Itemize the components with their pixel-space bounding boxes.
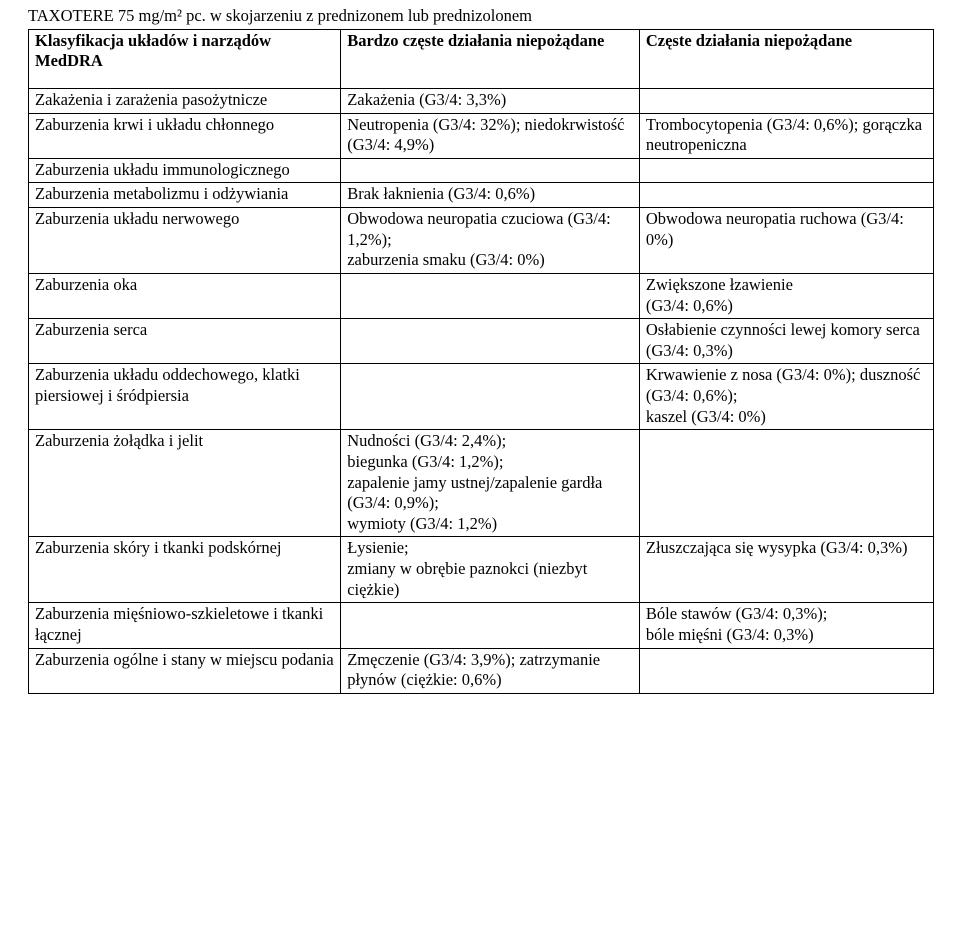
- very-common-cell: [341, 319, 640, 364]
- header-spacer: [639, 74, 933, 89]
- document-title: TAXOTERE 75 mg/m² pc. w skojarzeniu z pr…: [28, 6, 934, 27]
- row-label: Zaburzenia układu oddechowego, klatki pi…: [29, 364, 341, 430]
- common-cell: Krwawienie z nosa (G3/4: 0%); duszność (…: [639, 364, 933, 430]
- col-header-3: Częste działania niepożądane: [639, 29, 933, 74]
- table-row: Zaburzenia oka Zwiększone łzawienie(G3/4:…: [29, 273, 934, 318]
- common-cell: [639, 88, 933, 113]
- table-row: Zaburzenia układu oddechowego, klatki pi…: [29, 364, 934, 430]
- very-common-cell: [341, 273, 640, 318]
- table-row: Zakażenia i zarażenia pasożytniczeZakaże…: [29, 88, 934, 113]
- common-cell: Trombocytopenia (G3/4: 0,6%); gorączka n…: [639, 113, 933, 158]
- table-row: Zaburzenia metabolizmu i odżywianiaBrak …: [29, 183, 934, 208]
- common-cell: [639, 158, 933, 183]
- row-label: Zaburzenia układu nerwowego: [29, 208, 341, 274]
- very-common-cell: [341, 158, 640, 183]
- common-cell: [639, 648, 933, 693]
- table-row: Zaburzenia ogólne i stany w miejscu poda…: [29, 648, 934, 693]
- very-common-cell: Brak łaknienia (G3/4: 0,6%): [341, 183, 640, 208]
- table-row: Zaburzenia skóry i tkanki podskórnejŁysi…: [29, 537, 934, 603]
- common-cell: [639, 430, 933, 537]
- common-cell: [639, 183, 933, 208]
- row-label: Zakażenia i zarażenia pasożytnicze: [29, 88, 341, 113]
- common-cell: Złuszczająca się wysypka (G3/4: 0,3%): [639, 537, 933, 603]
- very-common-cell: Łysienie;zmiany w obrębie paznokci (niez…: [341, 537, 640, 603]
- adverse-events-table: Klasyfikacja układów i narządów MedDRA B…: [28, 29, 934, 694]
- header-spacer: [29, 74, 341, 89]
- row-label: Zaburzenia krwi i układu chłonnego: [29, 113, 341, 158]
- very-common-cell: Obwodowa neuropatia czuciowa (G3/4: 1,2%…: [341, 208, 640, 274]
- row-label: Zaburzenia serca: [29, 319, 341, 364]
- very-common-cell: [341, 603, 640, 648]
- row-label: Zaburzenia żołądka i jelit: [29, 430, 341, 537]
- table-row: Zaburzenia żołądka i jelitNudności (G3/4…: [29, 430, 934, 537]
- common-cell: Obwodowa neuropatia ruchowa (G3/4: 0%): [639, 208, 933, 274]
- very-common-cell: Neutropenia (G3/4: 32%); niedokrwistość …: [341, 113, 640, 158]
- row-label: Zaburzenia skóry i tkanki podskórnej: [29, 537, 341, 603]
- very-common-cell: Nudności (G3/4: 2,4%);biegunka (G3/4: 1,…: [341, 430, 640, 537]
- header-spacer: [341, 74, 640, 89]
- very-common-cell: Zakażenia (G3/4: 3,3%): [341, 88, 640, 113]
- very-common-cell: Zmęczenie (G3/4: 3,9%); zatrzymanie płyn…: [341, 648, 640, 693]
- row-label: Zaburzenia układu immunologicznego: [29, 158, 341, 183]
- table-row: Zaburzenia układu immunologicznego: [29, 158, 934, 183]
- very-common-cell: [341, 364, 640, 430]
- table-row: Zaburzenia układu nerwowegoObwodowa neur…: [29, 208, 934, 274]
- common-cell: Osłabienie czynności lewej komory serca …: [639, 319, 933, 364]
- col-header-2: Bardzo częste działania niepożądane: [341, 29, 640, 74]
- common-cell: Zwiększone łzawienie(G3/4: 0,6%): [639, 273, 933, 318]
- common-cell: Bóle stawów (G3/4: 0,3%);bóle mięśni (G3…: [639, 603, 933, 648]
- row-label: Zaburzenia oka: [29, 273, 341, 318]
- table-row: Zaburzenia krwi i układu chłonnegoNeutro…: [29, 113, 934, 158]
- row-label: Zaburzenia mięśniowo-szkieletowe i tkank…: [29, 603, 341, 648]
- table-row: Zaburzenia serca Osłabienie czynności lew…: [29, 319, 934, 364]
- table-row: Zaburzenia mięśniowo-szkieletowe i tkank…: [29, 603, 934, 648]
- col-header-1: Klasyfikacja układów i narządów MedDRA: [29, 29, 341, 74]
- row-label: Zaburzenia ogólne i stany w miejscu poda…: [29, 648, 341, 693]
- row-label: Zaburzenia metabolizmu i odżywiania: [29, 183, 341, 208]
